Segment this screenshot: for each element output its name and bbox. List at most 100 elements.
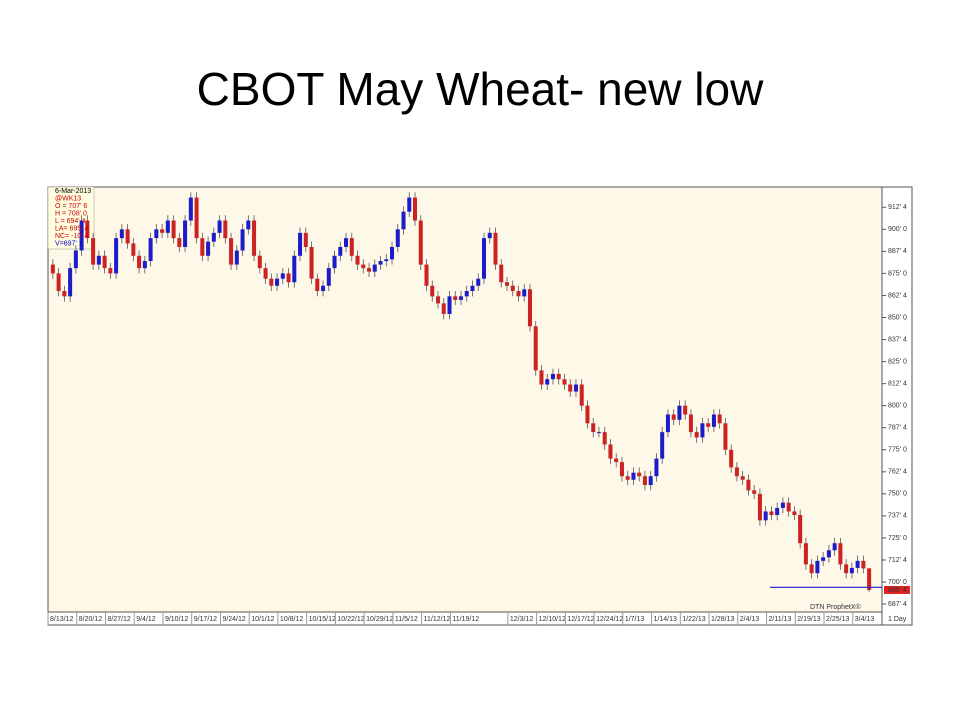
info-box xyxy=(47,186,95,250)
candle-body xyxy=(309,246,314,279)
y-tick-label: 850' 0 xyxy=(888,314,907,321)
last-price-label: 695' 4 xyxy=(888,587,907,594)
candle-body xyxy=(447,296,452,314)
candle-body xyxy=(562,379,567,385)
candle-body xyxy=(458,296,464,300)
x-tick-label: 9/24/12 xyxy=(222,616,245,623)
x-tick-label: 2/4/13 xyxy=(740,616,760,623)
x-tick-label: 1/28/13 xyxy=(711,616,734,623)
candle-body xyxy=(349,238,354,256)
candle-body xyxy=(573,384,578,392)
candle-body xyxy=(683,405,688,415)
candle-body xyxy=(844,564,849,574)
candle-body xyxy=(303,232,308,247)
candle-body xyxy=(625,476,630,480)
info-line: NC= -10' 4 xyxy=(55,233,89,240)
candle-body xyxy=(619,462,624,477)
candle-body xyxy=(516,291,521,297)
candle-body xyxy=(315,278,320,292)
y-tick-label: 887' 4 xyxy=(888,248,907,255)
y-tick-label: 775' 0 xyxy=(888,447,907,454)
candle-body xyxy=(148,238,153,262)
candle-body xyxy=(665,414,670,433)
x-tick-label: 12/3/12 xyxy=(510,616,533,623)
candle-body xyxy=(815,560,820,574)
y-tick-label: 687' 4 xyxy=(888,601,907,608)
candle-body xyxy=(688,414,693,433)
candle-body xyxy=(637,472,642,477)
candle-body xyxy=(332,255,337,269)
candle-body xyxy=(361,264,366,269)
period-label: 1 Day xyxy=(888,616,907,623)
candle-body xyxy=(694,432,699,438)
slide-title: CBOT May Wheat- new low xyxy=(196,63,764,115)
candle-body xyxy=(757,493,762,521)
plot-area xyxy=(47,186,883,613)
candle-body xyxy=(752,490,757,494)
x-tick-label: 10/15/12 xyxy=(309,616,336,623)
candle-body xyxy=(355,255,360,265)
candle-body xyxy=(217,220,222,233)
candle-body xyxy=(119,229,124,239)
candle-body xyxy=(96,255,101,265)
info-line: @WK13 xyxy=(55,195,81,202)
candle-body xyxy=(729,449,734,468)
candle-body xyxy=(861,560,866,569)
candle-body xyxy=(539,370,544,385)
candle-body xyxy=(464,291,469,297)
candle-body xyxy=(367,268,372,272)
info-line: 6-Mar-2013 xyxy=(55,188,91,195)
candle-body xyxy=(660,432,665,459)
candle-body xyxy=(550,373,555,380)
candle-body xyxy=(165,220,170,233)
x-tick-label: 10/29/12 xyxy=(366,616,393,623)
candle-body xyxy=(700,423,705,438)
y-tick-label: 912' 4 xyxy=(888,204,907,211)
candle-body xyxy=(470,285,475,292)
candle-body xyxy=(803,543,808,565)
candle-body xyxy=(108,268,113,274)
x-tick-label: 11/5/12 xyxy=(395,616,418,623)
candle-body xyxy=(401,211,406,230)
candle-body xyxy=(211,232,216,242)
y-tick-label: 750' 0 xyxy=(888,491,907,498)
candle-body xyxy=(711,414,716,427)
candle-body xyxy=(769,511,774,516)
candle-body xyxy=(798,515,803,544)
candle-body xyxy=(413,197,418,221)
candle-body xyxy=(85,220,90,239)
candle-body xyxy=(746,479,751,491)
candle-body xyxy=(240,229,245,251)
candle-body xyxy=(229,238,234,265)
candle-body xyxy=(522,289,527,297)
candle-body xyxy=(734,467,739,477)
candle-body xyxy=(430,285,435,297)
candle-body xyxy=(435,296,441,304)
candle-body xyxy=(677,405,682,420)
candle-body xyxy=(137,255,142,269)
x-tick-label: 8/13/12 xyxy=(50,616,73,623)
candle-body xyxy=(596,432,601,434)
candle-body xyxy=(487,232,492,239)
y-tick-label: 762' 4 xyxy=(888,469,907,476)
last-price-tag xyxy=(884,585,910,594)
candle-body xyxy=(608,444,613,459)
candle-body xyxy=(171,220,176,239)
candle-body xyxy=(493,232,498,265)
candle-body xyxy=(194,197,199,239)
candle-body xyxy=(476,278,481,286)
x-tick-label: 1/7/13 xyxy=(625,616,645,623)
info-line: LA= 695' 4 xyxy=(55,225,89,232)
candle-body xyxy=(809,564,814,574)
candle-body xyxy=(298,232,303,256)
y-tick-label: 862' 4 xyxy=(888,292,907,299)
candle-body xyxy=(591,423,596,433)
candle-body xyxy=(792,511,797,516)
candle-body xyxy=(292,255,297,283)
candle-body xyxy=(321,285,326,292)
candle-body xyxy=(849,567,854,574)
candle-body xyxy=(723,423,728,450)
candle-body xyxy=(252,220,257,256)
candle-body xyxy=(407,197,412,212)
